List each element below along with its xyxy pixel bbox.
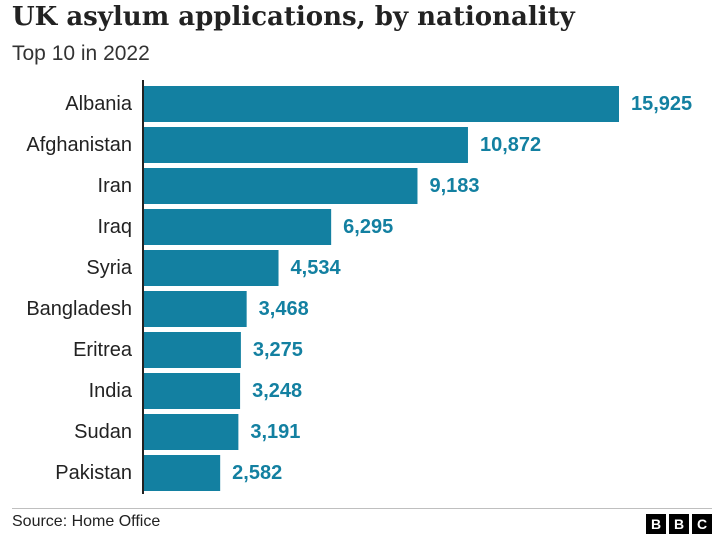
bbc-logo: B B C (646, 514, 712, 534)
bar (143, 209, 332, 245)
value-label: 2,582 (232, 462, 282, 484)
chart-title: UK asylum applications, by nationality (12, 2, 575, 32)
footer-divider (12, 508, 712, 509)
bar-chart: Albania 15,925 Afghanistan 10,872 Iran 9,183 I… (26, 80, 692, 494)
bar (143, 414, 239, 450)
bars-layer: Albania 15,925 Afghanistan 10,872 Iran 9,183 I… (26, 86, 692, 491)
bar (143, 127, 468, 163)
value-label: 4,534 (291, 257, 342, 279)
value-label: 9,183 (429, 175, 479, 197)
chart-subtitle: Top 10 in 2022 (12, 42, 150, 65)
bar (143, 373, 241, 409)
value-label: 3,191 (250, 421, 300, 443)
value-label: 3,275 (253, 339, 303, 361)
value-label: 15,925 (631, 93, 692, 115)
category-label: Sudan (74, 421, 132, 443)
bar (143, 250, 279, 286)
bbc-logo-letter: B (646, 514, 666, 534)
bar (143, 86, 619, 122)
bbc-logo-letter: B (669, 514, 689, 534)
category-label: Pakistan (55, 462, 132, 484)
source-note: Source: Home Office (12, 513, 161, 530)
bar (143, 332, 241, 368)
category-label: Syria (86, 257, 132, 279)
bar (143, 455, 221, 491)
value-label: 10,872 (480, 134, 541, 156)
bar (143, 291, 247, 327)
category-label: Eritrea (73, 339, 133, 361)
category-label: Iraq (98, 216, 132, 238)
category-label: India (89, 380, 133, 402)
value-label: 3,248 (252, 380, 302, 402)
value-label: 3,468 (259, 298, 309, 320)
category-label: Albania (65, 93, 133, 115)
bbc-logo-letter: C (692, 514, 712, 534)
category-label: Iran (98, 175, 132, 197)
category-label: Bangladesh (26, 298, 132, 320)
category-label: Afghanistan (26, 134, 132, 156)
value-label: 6,295 (343, 216, 393, 238)
bar (143, 168, 418, 204)
